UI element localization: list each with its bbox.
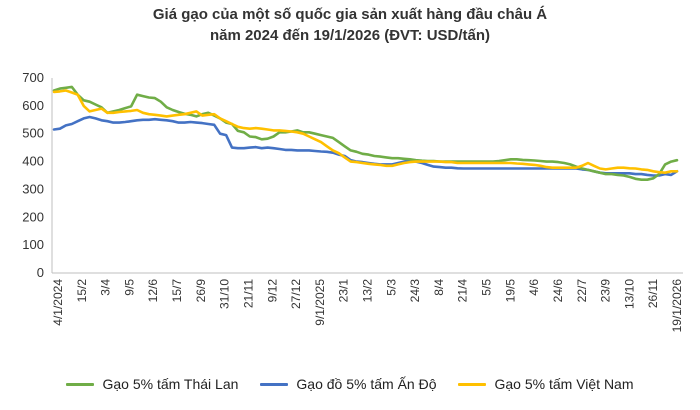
x-tick-label: 26/11 [646,279,660,308]
x-tick-label: 19/5 [503,279,517,303]
x-tick-label: 22/7 [575,279,589,303]
x-tick-label: 21/11 [241,279,255,308]
x-tick-label: 19/1/2026 [670,279,684,333]
chart-title-line-2: năm 2024 đến 19/1/2026 (ĐVT: USD/tấn) [209,27,491,44]
y-tick-label: 100 [22,237,44,252]
legend-item-vietnam: Gạo 5% tấm Việt Nam [458,376,634,392]
y-tick-label: 600 [22,98,44,113]
x-tick-label: 21/4 [456,279,470,303]
x-tick-label: 12/6 [146,279,160,303]
x-tick-label: 4/1/2024 [51,279,65,326]
series-line-india [52,115,679,177]
x-tick-label: 9/12 [265,279,279,303]
legend-label-india: Gạo đồ 5% tấm Ấn Độ [296,376,437,392]
x-axis-ticks: 4/1/2024 15/2 3/4 9/5 12/6 15/7 26/9 31/10 21/11… [51,279,684,333]
x-tick-label: 3/4 [99,279,113,296]
legend-label-vietnam: Gạo 5% tấm Việt Nam [494,376,634,392]
x-tick-label: 4/6 [527,279,541,296]
x-tick-label: 24/6 [551,279,565,303]
x-tick-label: 9/1/2025 [313,279,327,326]
legend-item-thailand: Gạo 5% tấm Thái Lan [66,376,238,392]
legend-item-india: Gạo đồ 5% tấm Ấn Độ [260,376,436,392]
legend-swatch-thailand [66,382,95,386]
x-tick-label: 9/5 [122,279,136,296]
x-tick-label: 5/5 [480,279,494,296]
x-tick-label: 24/3 [408,279,422,303]
x-tick-label: 15/7 [170,279,184,303]
x-tick-label: 23/9 [599,279,613,303]
y-tick-label: 500 [22,126,44,141]
y-axis-ticks: 0 100 200 300 400 500 600 700 [22,70,44,280]
line-chart: 0 100 200 300 400 500 600 700 4/1/2024 15/2 3/4 9/… [22,70,684,333]
legend-swatch-india [260,382,289,386]
series-line-vietnam [52,89,679,174]
legend-label-thailand: Gạo 5% tấm Thái Lan [102,376,239,392]
x-tick-label: 8/4 [432,279,446,296]
chart-title: Giá gạo của một số quốc gia sản xuất hàn… [0,4,700,46]
y-tick-label: 700 [22,70,44,85]
x-tick-label: 26/9 [194,279,208,303]
axes [51,78,683,274]
series-lines [52,85,679,181]
x-tick-label: 13/2 [361,279,375,303]
y-tick-label: 400 [22,154,44,169]
x-tick-label: 15/2 [75,279,89,303]
x-tick-label: 31/10 [218,279,232,309]
x-tick-label: 5/3 [384,279,398,296]
chart-title-line-1: Giá gạo của một số quốc gia sản xuất hàn… [152,6,548,23]
legend-swatch-vietnam [458,382,487,386]
x-tick-label: 23/1 [337,279,351,303]
chart-legend: Gạo 5% tấm Thái Lan Gạo đồ 5% tấm Ấn Độ … [0,376,700,392]
y-tick-label: 200 [22,209,44,224]
x-tick-label: 13/10 [622,279,636,309]
series-line-thailand [52,85,679,181]
y-tick-label: 300 [22,181,44,196]
x-tick-label: 27/12 [289,279,303,309]
y-tick-label: 0 [37,265,44,280]
